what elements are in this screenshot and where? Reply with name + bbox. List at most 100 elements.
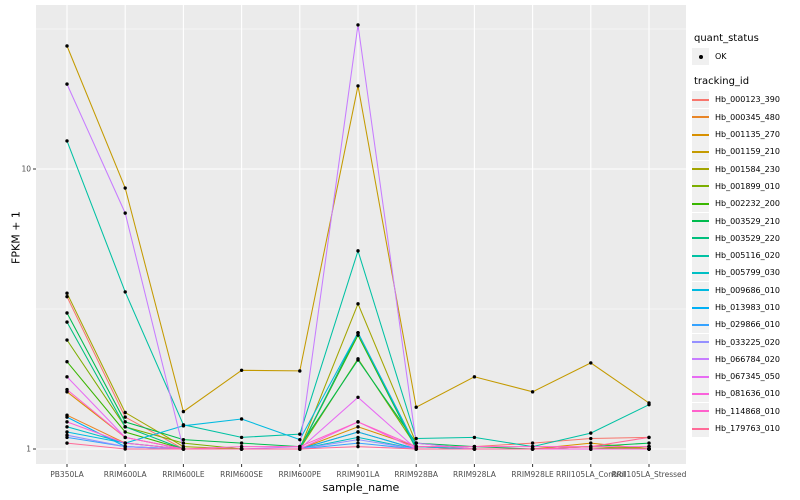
data-point bbox=[472, 435, 477, 440]
data-point bbox=[65, 82, 69, 86]
x-axis-title: sample_name bbox=[322, 481, 400, 494]
legend-item-label: Hb_179763_010 bbox=[715, 424, 780, 434]
legend-item-Hb_033225_020: Hb_033225_020 bbox=[692, 333, 798, 351]
line-key-icon bbox=[692, 264, 709, 282]
data-point bbox=[356, 331, 360, 335]
line-key-icon bbox=[692, 212, 709, 230]
legend-item-Hb_001135_270: Hb_001135_270 bbox=[692, 126, 798, 144]
x-tick-label: RRIM600LE bbox=[162, 470, 205, 479]
legend-item-label: Hb_003529_210 bbox=[715, 216, 780, 226]
data-point bbox=[123, 425, 127, 429]
data-point bbox=[123, 420, 127, 424]
legend-item-label: Hb_013983_010 bbox=[715, 303, 780, 312]
data-point bbox=[65, 139, 69, 143]
data-point bbox=[472, 375, 477, 379]
legend-item-Hb_003529_220: Hb_003529_220 bbox=[692, 229, 798, 247]
data-point bbox=[239, 447, 244, 451]
legend-item-label: Hb_066784_020 bbox=[715, 354, 780, 364]
x-tick-label: RRII105LA_Control bbox=[556, 470, 626, 479]
data-point bbox=[589, 447, 593, 451]
data-point bbox=[589, 436, 593, 441]
legend-title-tracking-id: tracking_id bbox=[694, 76, 750, 88]
line-key-icon bbox=[692, 143, 709, 161]
data-point bbox=[414, 436, 418, 441]
line-key-icon bbox=[692, 368, 709, 386]
data-point bbox=[356, 358, 360, 362]
line-key-icon bbox=[692, 195, 709, 213]
legend-item-label: Hb_001899_010 bbox=[715, 181, 780, 191]
data-point bbox=[647, 444, 651, 449]
legend-item-Hb_001584_230: Hb_001584_230 bbox=[692, 160, 798, 178]
line-key-icon bbox=[692, 420, 709, 438]
legend-item-Hb_002232_200: Hb_002232_200 bbox=[692, 195, 798, 213]
data-point bbox=[414, 444, 418, 449]
legend-item-Hb_114868_010: Hb_114868_010 bbox=[692, 402, 798, 420]
data-point bbox=[356, 333, 360, 337]
legend-item-label: Hb_002232_200 bbox=[715, 199, 780, 209]
x-tick-label: RRIM928LE bbox=[511, 470, 554, 479]
data-point bbox=[472, 444, 477, 449]
data-point bbox=[65, 420, 69, 424]
legend-item-label: Hb_081636_010 bbox=[715, 389, 780, 399]
data-point bbox=[239, 441, 244, 445]
data-point bbox=[298, 437, 302, 442]
data-point bbox=[239, 417, 244, 421]
data-point bbox=[414, 441, 418, 445]
legend-item-Hb_005116_020: Hb_005116_020 bbox=[692, 247, 798, 265]
data-point bbox=[181, 409, 186, 414]
data-point bbox=[530, 441, 535, 445]
data-point bbox=[414, 447, 418, 451]
legend-item-Hb_067345_050: Hb_067345_050 bbox=[692, 368, 798, 386]
line-key-icon bbox=[692, 299, 709, 316]
data-point bbox=[414, 405, 418, 409]
data-point bbox=[589, 441, 593, 445]
data-point bbox=[65, 430, 69, 434]
data-point bbox=[123, 410, 127, 415]
data-point bbox=[356, 302, 360, 306]
legend-item-ok: OK bbox=[692, 48, 798, 66]
legend-item-label: Hb_003529_220 bbox=[715, 233, 780, 243]
data-point bbox=[356, 84, 360, 88]
line-key-icon bbox=[692, 281, 709, 299]
data-point bbox=[181, 424, 186, 428]
data-point bbox=[65, 294, 69, 299]
data-point bbox=[65, 375, 69, 379]
data-point bbox=[647, 441, 651, 445]
legend-item-label: Hb_114868_010 bbox=[715, 406, 780, 416]
x-tick-label: PB350LA bbox=[50, 470, 84, 479]
legend-item-label: Hb_000345_480 bbox=[715, 112, 780, 122]
point-key-icon bbox=[692, 48, 709, 66]
data-point bbox=[123, 430, 127, 434]
legend-item-label: Hb_001135_270 bbox=[715, 130, 780, 140]
legend-item-label: Hb_001584_230 bbox=[715, 164, 780, 174]
data-point bbox=[356, 23, 360, 27]
data-point bbox=[356, 425, 360, 429]
legend-item-Hb_179763_010: Hb_179763_010 bbox=[692, 420, 798, 438]
data-point bbox=[356, 420, 360, 424]
data-point bbox=[356, 441, 360, 445]
line-key-icon bbox=[692, 108, 709, 126]
legend-item-Hb_009686_010: Hb_009686_010 bbox=[692, 281, 798, 299]
data-point bbox=[123, 186, 127, 190]
data-point bbox=[356, 395, 360, 399]
data-point bbox=[123, 290, 127, 294]
x-tick-label: RRIM600PE bbox=[278, 470, 321, 479]
line-key-icon bbox=[692, 91, 709, 109]
data-point bbox=[123, 447, 127, 451]
data-point bbox=[356, 430, 360, 434]
data-point bbox=[356, 444, 360, 449]
legend-item-label: OK bbox=[715, 52, 727, 62]
data-point bbox=[298, 432, 302, 436]
legend-item-label: Hb_009686_010 bbox=[715, 285, 780, 295]
data-point bbox=[239, 435, 244, 440]
data-point bbox=[65, 433, 69, 437]
data-point bbox=[530, 390, 535, 394]
data-point bbox=[65, 320, 69, 324]
data-point bbox=[181, 437, 186, 442]
data-point bbox=[123, 444, 127, 449]
data-point bbox=[530, 447, 535, 451]
line-key-icon bbox=[692, 177, 709, 195]
data-point bbox=[65, 441, 69, 445]
